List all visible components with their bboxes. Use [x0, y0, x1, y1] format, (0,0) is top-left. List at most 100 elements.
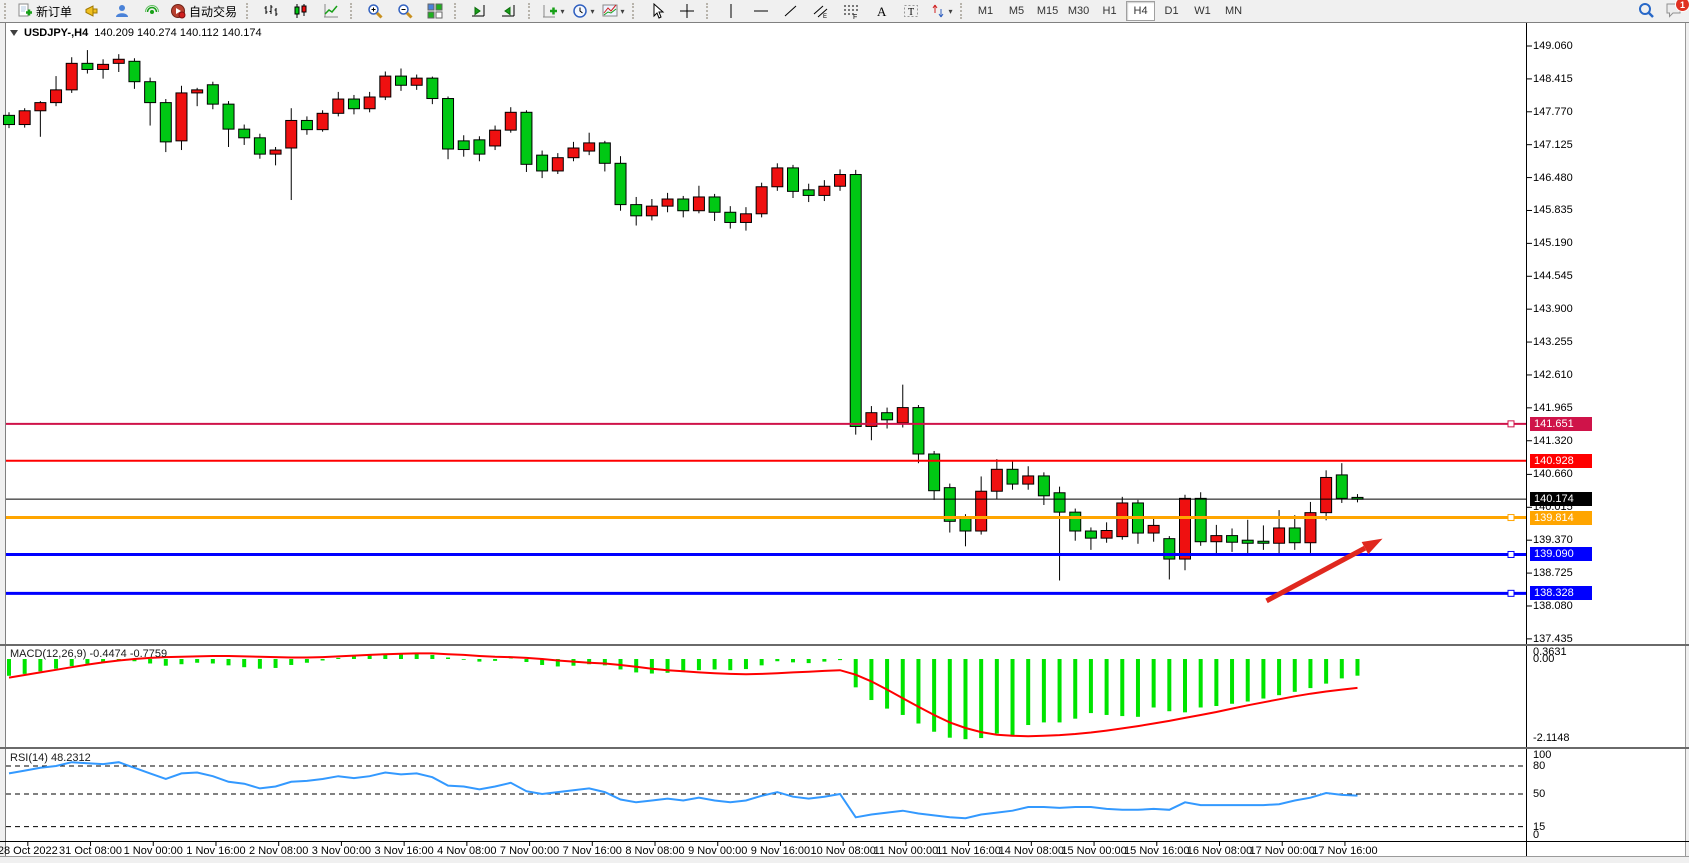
search-icon[interactable]: [1637, 1, 1655, 22]
timeframe-m15[interactable]: M15: [1036, 5, 1059, 17]
cursor-button[interactable]: [642, 0, 672, 22]
macd-bar: [524, 659, 529, 662]
macd-bar: [947, 659, 952, 738]
timeframe-h1[interactable]: H1: [1102, 5, 1117, 17]
zoom-out-button[interactable]: [390, 0, 420, 22]
candle: [1084, 527, 1097, 550]
toolbar-grip[interactable]: [632, 3, 639, 19]
candle: [645, 199, 658, 221]
candle: [881, 407, 894, 429]
toolbar-grip[interactable]: [528, 3, 535, 19]
macd-bar: [728, 659, 733, 671]
candle: [18, 108, 31, 128]
shapes-button[interactable]: ▾: [926, 0, 956, 22]
timeframe-m1[interactable]: M1: [977, 5, 994, 17]
macd-bar: [273, 659, 278, 668]
candle: [787, 164, 799, 198]
macd-bar: [634, 659, 639, 673]
line-handle[interactable]: [1507, 514, 1515, 522]
macd-bar: [461, 659, 466, 660]
indicators-button[interactable]: ▾: [538, 0, 568, 22]
timeframe-mn[interactable]: MN: [1224, 5, 1243, 17]
timeframe-w1[interactable]: W1: [1194, 5, 1211, 17]
macd-bar: [743, 659, 748, 670]
toolbar-grip[interactable]: [350, 3, 357, 19]
macd-bar: [1041, 659, 1046, 723]
vertical-line-button[interactable]: [716, 0, 746, 22]
candle: [395, 68, 407, 91]
toolbar-grip[interactable]: [960, 3, 967, 19]
community-button[interactable]: [107, 0, 137, 22]
notifications-button[interactable]: 1: [1665, 0, 1689, 22]
timeframe-h4[interactable]: H4: [1126, 1, 1156, 21]
candle: [975, 476, 988, 535]
line-handle[interactable]: [1507, 589, 1515, 597]
macd-bar: [446, 657, 451, 659]
candle: [50, 76, 63, 107]
candle: [551, 153, 564, 175]
candle: [818, 180, 831, 202]
periods-button[interactable]: ▾: [568, 0, 598, 22]
zoom-in-button[interactable]: [360, 0, 390, 22]
autotrading-button[interactable]: 自动交易: [167, 0, 242, 22]
macd-bar: [1308, 659, 1313, 689]
candle: [928, 450, 941, 500]
trend-arrow-annotation[interactable]: [1265, 538, 1383, 604]
candle: [708, 193, 721, 221]
signal-button[interactable]: [137, 0, 167, 22]
candle: [1037, 472, 1050, 505]
trendline-button[interactable]: [776, 0, 806, 22]
new-order-button[interactable]: 新订单: [14, 0, 77, 22]
candle: [65, 57, 78, 93]
candle: [1241, 519, 1254, 555]
bar-chart-button[interactable]: [256, 0, 286, 22]
macd-bar: [210, 659, 215, 664]
crosshair-button[interactable]: [672, 0, 702, 22]
text-icon: A: [873, 3, 889, 19]
macd-bar: [1151, 659, 1156, 708]
toolbar-grip[interactable]: [246, 3, 253, 19]
template-button[interactable]: ▾: [598, 0, 628, 22]
timeframe-m30[interactable]: M30: [1067, 5, 1090, 17]
macd-bar: [383, 653, 388, 659]
candle: [536, 150, 549, 179]
macd-bar: [1073, 659, 1078, 719]
horn-button[interactable]: [77, 0, 107, 22]
horizontal-line-button[interactable]: [746, 0, 776, 22]
macd-bar: [399, 653, 403, 659]
candle: [253, 133, 266, 159]
candle: [598, 140, 611, 172]
candle: [144, 77, 157, 126]
toolbar-grip[interactable]: [706, 3, 713, 19]
macd-bar: [493, 659, 498, 661]
candle: [191, 87, 204, 107]
line-handle[interactable]: [1507, 550, 1515, 558]
candle: [724, 206, 737, 229]
macd-bar: [791, 659, 795, 663]
fibonacci-button[interactable]: F: [836, 0, 866, 22]
candle: [410, 74, 423, 90]
auto-scroll-button[interactable]: [464, 0, 494, 22]
toolbar-grip[interactable]: [4, 3, 11, 19]
macd-bar: [1167, 659, 1172, 712]
timeframe-d1[interactable]: D1: [1164, 5, 1179, 17]
toolbar-grip[interactable]: [454, 3, 461, 19]
tile-windows-button[interactable]: [420, 0, 450, 22]
chart-shift-button[interactable]: [494, 0, 524, 22]
timeframe-m5[interactable]: M5: [1008, 5, 1025, 17]
macd-bar: [1183, 659, 1187, 713]
line-chart-button[interactable]: [316, 0, 346, 22]
text-label-button[interactable]: T: [896, 0, 926, 22]
macd-bar: [69, 659, 74, 667]
cursor-icon: [649, 3, 665, 19]
text-button[interactable]: A: [866, 0, 896, 22]
line-handle[interactable]: [1507, 420, 1515, 428]
candle: [583, 132, 596, 156]
candle: [661, 192, 674, 213]
candle: [802, 183, 815, 203]
channel-button[interactable]: E: [806, 0, 836, 22]
candlestick-button[interactable]: [286, 0, 316, 22]
macd-bar: [1214, 659, 1219, 706]
candle: [1069, 508, 1082, 541]
candle: [1288, 515, 1301, 550]
